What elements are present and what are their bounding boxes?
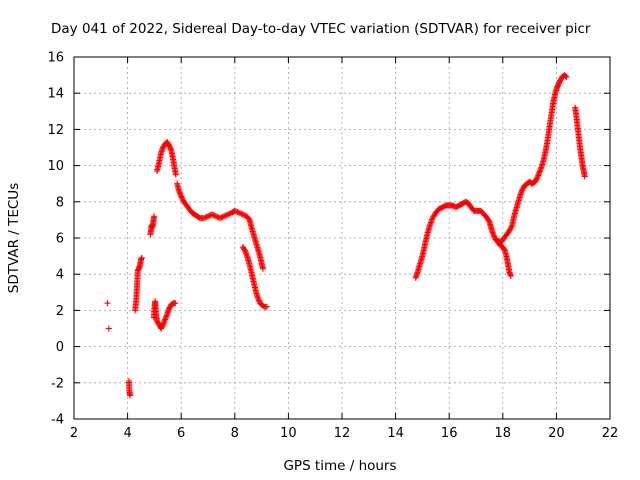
data-point [172,171,179,178]
data-point [237,210,244,217]
y-axis-title: SDTVAR / TECUs [6,183,22,293]
data-point [178,194,185,201]
data-point [203,213,210,220]
data-point [222,212,229,219]
data-point [506,227,513,234]
x-tick-label: 12 [334,426,351,441]
x-tick-label: 18 [495,426,512,441]
data-point [233,208,240,215]
data-points [104,72,588,399]
data-point [238,210,245,217]
data-point [508,223,515,230]
x-tick-label: 22 [602,426,619,441]
data-point [226,210,233,217]
data-point [200,215,207,222]
y-tick-label: 10 [47,159,64,174]
y-tick-label: 16 [47,51,64,66]
data-point [223,212,230,219]
y-tick-label: 6 [56,232,64,247]
data-point [259,265,266,272]
data-point [105,325,112,332]
data-point [210,212,217,219]
data-point [205,213,211,220]
data-point [263,303,270,310]
data-point [206,212,213,219]
data-point [225,211,232,218]
x-tick-label: 4 [123,426,131,441]
y-tick-label: 12 [47,123,64,138]
x-tick-label: 10 [280,426,297,441]
data-point [231,207,238,214]
data-point [507,273,514,280]
y-tick-label: 4 [56,268,64,283]
data-point [241,212,248,219]
data-point [581,173,588,180]
data-point [159,323,166,330]
y-tick-label: 0 [56,340,64,355]
y-tick-label: 14 [47,87,64,102]
x-tick-label: 2 [70,426,78,441]
x-tick-labels: 2 4 6 8 10 12 14 16 18 20 22 [70,426,618,441]
x-tick-label: 8 [231,426,239,441]
data-point [127,392,134,399]
data-point [507,225,514,232]
data-point [221,213,228,220]
data-point [179,196,186,203]
data-point [245,215,252,222]
plot-frame [73,56,611,420]
data-point [213,213,220,220]
y-tick-label: -4 [51,413,64,428]
gridlines [74,57,610,419]
data-point [104,300,111,307]
chart-title: Day 041 of 2022, Sidereal Day-to-day VTE… [51,21,591,37]
y-tick-label: 8 [56,195,64,210]
data-point [562,73,569,80]
data-point [214,213,221,220]
x-tick-label: 20 [548,426,565,441]
data-point [235,209,242,216]
data-point [167,145,174,152]
data-point [178,193,185,200]
data-point [241,246,248,253]
data-point [202,214,209,221]
y-tick-label: 2 [56,304,64,319]
data-point [211,212,218,219]
data-point [501,246,508,253]
data-point [217,215,224,222]
x-tick-label: 14 [387,426,404,441]
data-point [485,217,492,224]
data-point [151,213,158,220]
data-point [533,176,540,183]
data-point [563,73,570,80]
data-point [172,300,179,307]
data-point [239,211,246,218]
x-tick-label: 6 [177,426,185,441]
data-point [218,214,225,221]
data-point [219,213,226,220]
x-tick-label: 16 [441,426,458,441]
data-point [234,209,241,216]
data-point [507,226,514,233]
data-point [209,211,216,218]
x-axis-title: GPS time / hours [283,458,396,474]
y-tick-label: -2 [51,376,64,391]
data-point [138,254,145,261]
y-tick-labels: -4 -2 0 2 4 6 8 10 12 14 16 [47,51,64,428]
